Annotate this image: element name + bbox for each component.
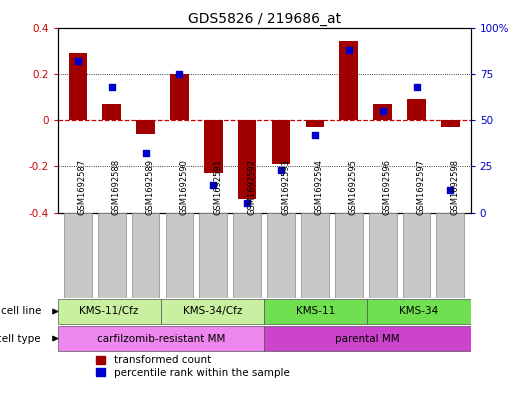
FancyBboxPatch shape <box>58 299 161 324</box>
Text: parental MM: parental MM <box>335 334 400 343</box>
Text: KMS-11: KMS-11 <box>296 307 335 316</box>
FancyBboxPatch shape <box>264 299 367 324</box>
Point <box>311 132 319 138</box>
Bar <box>305 120 324 127</box>
Bar <box>103 104 121 120</box>
FancyBboxPatch shape <box>367 299 471 324</box>
FancyBboxPatch shape <box>199 213 227 298</box>
FancyBboxPatch shape <box>58 326 264 351</box>
Bar <box>137 120 155 134</box>
Bar <box>238 120 256 199</box>
FancyBboxPatch shape <box>369 213 396 298</box>
Text: GSM1692597: GSM1692597 <box>416 159 426 215</box>
Text: cell line: cell line <box>1 307 41 316</box>
FancyBboxPatch shape <box>437 213 464 298</box>
Point <box>74 58 82 64</box>
Text: GSM1692588: GSM1692588 <box>112 159 121 215</box>
Bar <box>204 120 223 173</box>
Bar <box>170 74 189 120</box>
Point <box>412 84 420 90</box>
Point <box>175 71 184 77</box>
Text: GSM1692592: GSM1692592 <box>247 159 256 215</box>
FancyBboxPatch shape <box>98 213 126 298</box>
Text: GSM1692591: GSM1692591 <box>213 159 222 215</box>
Text: GSM1692593: GSM1692593 <box>281 159 290 215</box>
FancyBboxPatch shape <box>161 299 264 324</box>
Bar <box>441 120 460 127</box>
Bar <box>69 53 87 120</box>
FancyBboxPatch shape <box>166 213 194 298</box>
Bar <box>407 99 426 120</box>
Text: carfilzomib-resistant MM: carfilzomib-resistant MM <box>97 334 225 343</box>
FancyBboxPatch shape <box>301 213 329 298</box>
Bar <box>339 41 358 120</box>
Bar <box>373 104 392 120</box>
Point <box>277 167 285 173</box>
Point <box>108 84 116 90</box>
FancyBboxPatch shape <box>403 213 430 298</box>
Point <box>446 187 454 193</box>
FancyBboxPatch shape <box>233 213 261 298</box>
Title: GDS5826 / 219686_at: GDS5826 / 219686_at <box>188 13 340 26</box>
Text: GSM1692594: GSM1692594 <box>315 159 324 215</box>
FancyBboxPatch shape <box>132 213 160 298</box>
Point <box>209 182 218 188</box>
Text: GSM1692598: GSM1692598 <box>450 159 459 215</box>
Legend: transformed count, percentile rank within the sample: transformed count, percentile rank withi… <box>96 355 289 378</box>
Point <box>379 108 387 114</box>
Text: GSM1692590: GSM1692590 <box>179 159 188 215</box>
Point <box>141 150 150 156</box>
Text: GSM1692596: GSM1692596 <box>383 159 392 215</box>
Text: KMS-11/Cfz: KMS-11/Cfz <box>79 307 139 316</box>
Bar <box>272 120 290 164</box>
FancyBboxPatch shape <box>264 326 471 351</box>
Text: GSM1692589: GSM1692589 <box>145 159 155 215</box>
FancyBboxPatch shape <box>335 213 362 298</box>
Text: KMS-34/Cfz: KMS-34/Cfz <box>183 307 242 316</box>
FancyBboxPatch shape <box>267 213 295 298</box>
Point <box>243 200 252 206</box>
Text: KMS-34: KMS-34 <box>400 307 439 316</box>
Text: GSM1692587: GSM1692587 <box>78 159 87 215</box>
Text: cell type: cell type <box>0 334 41 343</box>
Text: GSM1692595: GSM1692595 <box>349 159 358 215</box>
Point <box>345 47 353 53</box>
FancyBboxPatch shape <box>64 213 92 298</box>
